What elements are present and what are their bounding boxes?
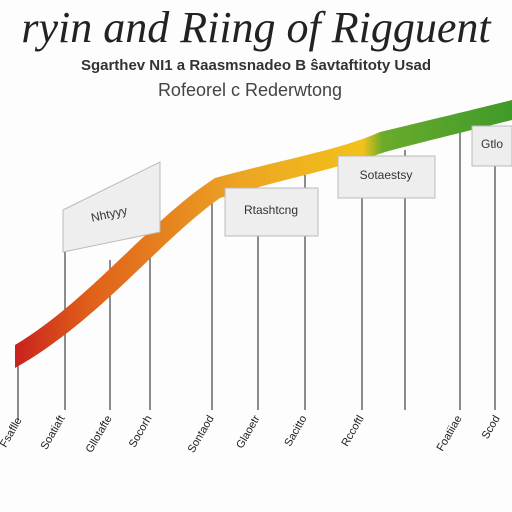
callout-boxes: Nhtyyy Rtashtcng Sotaestsy Gtlo: [62, 125, 512, 253]
callout-label: Rtashtcng: [244, 203, 298, 217]
callout-label: Sotaestsy: [360, 168, 413, 182]
caption: Rofeorel c Rederwtong: [158, 80, 342, 100]
subtitle: Sgarthev NI1 a Raasmsnadeo B ŝavtaftitot…: [81, 57, 431, 74]
ribbon: [15, 100, 512, 368]
callout-label: Gtlo: [481, 137, 503, 151]
title: ryin and Riing of Rigguent: [21, 3, 492, 52]
